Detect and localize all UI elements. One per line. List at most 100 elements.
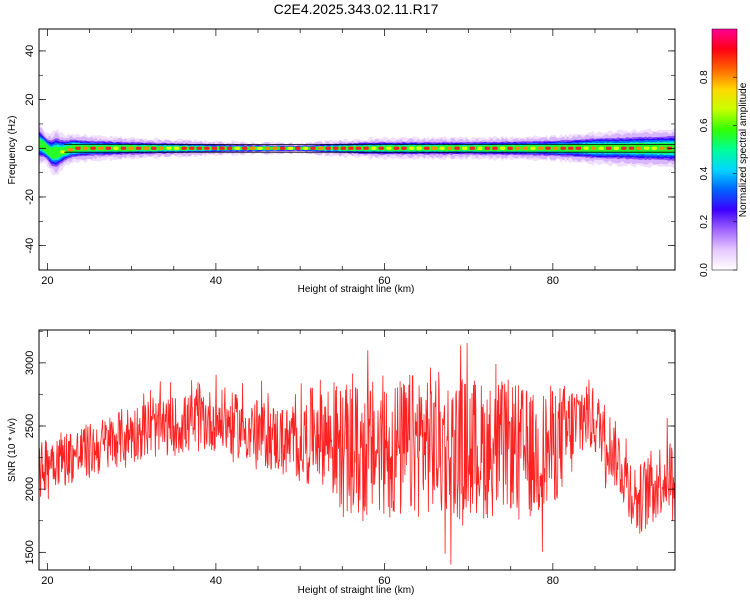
colorbar-label: Normalized spectral amplitude [738,82,749,217]
spectrogram-peak-mark [173,146,180,150]
snr-y-tick-label: 1500 [24,540,36,564]
spectrogram-y-tick-label: 40 [24,45,36,57]
spectrogram-peak-mark [492,146,498,150]
colorbar-tick-label: 0.2 [699,214,710,228]
spectrogram-peak-mark [439,146,445,150]
spectrogram-peak-mark [636,146,642,150]
snr-y-tick-label: 3000 [24,351,36,375]
spectrogram-peak-mark [370,146,377,150]
spectrogram-peak-mark [552,146,559,150]
spectrogram-peak-mark [75,146,81,150]
spectrogram-y-tick-label: 0 [24,145,36,151]
spectrogram-peak-mark [113,146,119,150]
spectrogram-peak-mark [60,150,66,154]
spectrogram-peak-mark [613,146,620,150]
spectrogram-peak-mark [166,146,172,150]
snr-y-tick-label: 2500 [24,414,36,438]
spectrogram-peak-mark [310,146,316,150]
spectrogram-peak-mark [143,146,149,150]
colorbar: 0.0 0.2 0.4 0.6 0.8 Normalized spectral ampl… [699,28,749,277]
spectrogram-peak-mark [484,146,491,150]
spectrogram-peak-mark [575,146,582,150]
snr-x-tick-label: 20 [41,575,53,587]
spectrogram-peak-mark [386,146,392,150]
spectrogram-peak-mark [128,146,134,150]
spectrogram-y-tick-label: -20 [24,189,36,205]
spectrogram-peak-mark [621,146,627,150]
spectrogram-band [39,122,675,176]
spectrogram-peak-mark [242,146,248,150]
spectrogram-peak-mark [393,146,400,150]
spectrogram-peak-mark [188,146,195,150]
spectrogram-peak-mark [446,146,453,150]
spectrogram-peak-mark [302,146,309,150]
spectrogram-peak-mark [454,146,460,150]
snr-y-tick-label: 2000 [24,477,36,501]
snr-y-ticks: 1500 2000 2500 3000 [24,330,675,565]
spectrogram-peak-mark [204,146,210,150]
spectrogram-peak-mark [598,146,604,150]
colorbar-tick-label: 0.4 [699,166,710,180]
spectrogram-peak-mark [423,146,430,150]
snr-series-line [39,343,675,565]
spectrogram-peak-mark [431,146,438,150]
spectrogram-panel: 20 40 60 80 -40 -20 0 20 40 Height of straight … [7,28,676,295]
colorbar-tick-label: 0.6 [699,118,710,132]
spectrogram-peak-mark [507,146,513,150]
spectrogram-x-tick-label: 20 [41,275,53,287]
snr-y-label: SNR (10 * v/v) [7,418,18,482]
spectrogram-peak-mark [651,146,657,150]
snr-frame [38,329,676,571]
spectrogram-peak-mark [658,146,665,150]
spectrogram-x-tick-label: 40 [210,275,222,287]
spectrogram-peak-mark [408,146,415,150]
spectrogram-peak-mark [545,146,551,150]
spectrogram-frame [38,28,676,271]
spectrogram-peak-mark [605,146,612,150]
spectrogram-peak-mark [287,146,294,150]
spectrogram-peak-mark [219,146,225,150]
spectrogram-peak-mark [628,146,635,150]
spectrogram-peak-mark [279,146,286,150]
snr-x-label: Height of straight line (km) [298,585,415,596]
spectrogram-peak-mark [264,146,271,150]
snr-x-tick-label: 60 [378,575,390,587]
spectrogram-peak-mark [105,146,112,150]
spectrogram-peak-mark [560,146,566,150]
colorbar-gradient [711,28,738,271]
spectrogram-peak-mark [211,146,218,150]
spectrogram-peak-mark [340,146,347,150]
colorbar-ticks: 0.0 0.2 0.4 0.6 0.8 [699,70,737,277]
spectrogram-peak-mark [522,146,529,150]
spectrogram-peak-mark [97,146,104,150]
spectrogram-peak-mark [120,146,127,150]
spectrogram-peak-mark [234,146,240,150]
spectrogram-peak-mark [590,146,597,150]
figure-title: C2E4.2025.343.02.11.R17 [274,1,439,17]
spectrogram-peak-mark [226,146,233,150]
spectrogram-peak-mark [530,146,536,150]
spectrogram-peak-mark [135,146,142,150]
spectrogram-peak-mark [332,146,339,150]
spectrogram-peak-mark [583,146,589,150]
snr-x-tick-label: 80 [547,575,559,587]
spectrogram-peak-mark [317,146,324,150]
spectrogram-peak-mark [477,146,483,150]
spectrogram-peak-mark [181,146,187,150]
spectrogram-peak-mark [295,146,301,150]
spectrogram-peak-mark [416,146,422,150]
spectrogram-peak-mark [90,146,96,150]
spectrogram-peak-mark [82,146,89,150]
spectrogram-peak-mark [67,148,74,152]
colorbar-tick-label: 0.0 [699,263,710,277]
spectrogram-peak-mark [348,146,354,150]
spectrogram-peak-mark [257,146,263,150]
spectrogram-peak-mark [151,146,157,150]
spectrogram-x-tick-label: 60 [378,275,390,287]
spectrogram-peak-mark [568,146,574,150]
spectrogram-peak-mark [499,146,506,150]
spectrogram-x-label: Height of straight line (km) [298,284,415,295]
spectrogram-peak-mark [158,146,165,150]
